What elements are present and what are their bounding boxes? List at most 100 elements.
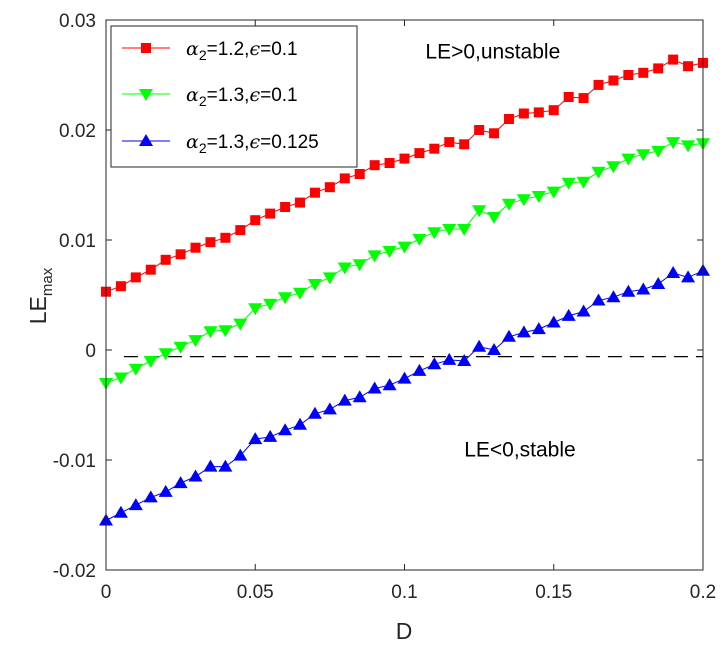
data-point	[459, 139, 470, 150]
data-point	[412, 363, 427, 376]
data-point	[113, 372, 128, 385]
data-point	[606, 290, 621, 303]
data-point	[546, 186, 561, 199]
legend-item: α2=1.3,ϵ=0.125	[122, 131, 319, 156]
data-point	[367, 381, 382, 394]
data-point	[250, 215, 261, 226]
data-point	[352, 259, 367, 272]
data-point	[218, 459, 233, 472]
data-point	[128, 498, 143, 511]
x-tick-label: 0.15	[535, 582, 572, 603]
data-point	[608, 75, 619, 86]
data-point	[173, 476, 188, 489]
data-point	[233, 318, 248, 331]
data-point	[339, 173, 350, 184]
data-point	[263, 429, 278, 442]
data-point	[666, 137, 681, 150]
data-point	[188, 469, 203, 482]
data-point	[516, 194, 531, 207]
x-tick-label: 0.2	[690, 582, 716, 603]
data-point	[293, 417, 308, 430]
data-point	[636, 282, 651, 295]
data-point	[190, 242, 201, 253]
data-point	[113, 505, 128, 518]
data-point	[427, 357, 442, 370]
data-point	[531, 322, 546, 335]
series-1	[101, 54, 708, 297]
data-point	[337, 262, 352, 275]
data-point	[561, 308, 576, 321]
data-point	[651, 277, 666, 289]
legend-items: α2=1.2,ϵ=0.1 α2=1.3,ϵ=0.1 α2=1.3,ϵ=0.125	[122, 38, 319, 156]
data-point	[160, 254, 171, 265]
data-point	[307, 279, 322, 291]
data-point	[666, 266, 681, 278]
data-point	[651, 145, 666, 158]
y-tick-label: 0.01	[59, 231, 96, 252]
data-point	[561, 177, 576, 190]
x-tick-label: 0.05	[237, 582, 274, 603]
legend-label: α2=1.3,ϵ=0.125	[186, 131, 319, 156]
data-point	[175, 249, 186, 260]
data-point	[280, 202, 291, 212]
data-point	[337, 393, 352, 406]
legend: α2=1.2,ϵ=0.1 α2=1.3,ϵ=0.1 α2=1.3,ϵ=0.125	[110, 25, 358, 168]
annotation-unstable: LE>0,unstable	[425, 41, 560, 64]
data-point	[457, 224, 472, 236]
data-point	[220, 232, 231, 243]
data-point	[414, 148, 425, 159]
data-point	[621, 153, 636, 166]
data-point	[369, 160, 380, 171]
data-point	[457, 354, 472, 366]
data-point	[145, 264, 156, 275]
data-point	[593, 79, 604, 90]
data-point	[322, 402, 337, 415]
data-point	[563, 92, 574, 102]
data-point	[591, 166, 606, 179]
data-point	[516, 325, 531, 338]
data-point	[235, 225, 246, 236]
data-point	[576, 176, 591, 189]
axis-label-layer: 0 0.05 0.1 0.15 0.2 -0.02 -0.01 0 0.01 0.02 0.03	[53, 11, 717, 603]
y-axis-title-main: LE	[25, 296, 51, 324]
data-point	[354, 169, 365, 179]
data-point	[248, 432, 263, 445]
data-point	[218, 325, 233, 338]
data-point	[653, 63, 664, 74]
data-point	[427, 227, 442, 240]
data-point	[681, 270, 696, 283]
y-axis-title: LEmax	[25, 267, 56, 324]
data-point	[444, 137, 455, 148]
data-point	[278, 292, 293, 305]
data-point	[295, 197, 306, 208]
series-2	[99, 137, 710, 390]
data-point	[307, 406, 322, 419]
data-point	[487, 343, 502, 355]
data-point	[668, 54, 679, 65]
data-point	[203, 326, 218, 339]
annotation-stable: LE<0,stable	[464, 439, 576, 462]
data-point	[173, 341, 188, 354]
legend-label: α2=1.3,ϵ=0.1	[186, 84, 298, 109]
data-point	[576, 304, 591, 317]
data-point	[397, 371, 412, 384]
data-point	[442, 224, 457, 236]
data-point	[501, 198, 516, 211]
data-point	[143, 356, 158, 368]
data-point	[130, 272, 141, 283]
y-tick-label: 0.03	[59, 11, 96, 32]
data-point	[489, 128, 500, 139]
legend-marker	[139, 89, 153, 101]
x-axis-title: D	[396, 618, 413, 644]
data-point	[429, 143, 440, 154]
data-point	[623, 70, 634, 80]
y-tick-label: 0	[85, 341, 96, 362]
data-point	[233, 448, 248, 461]
data-point	[533, 107, 544, 118]
data-point	[472, 339, 487, 352]
data-point	[591, 293, 606, 306]
data-point	[412, 233, 427, 246]
data-point	[518, 108, 529, 119]
x-tick-label: 0	[101, 582, 112, 603]
